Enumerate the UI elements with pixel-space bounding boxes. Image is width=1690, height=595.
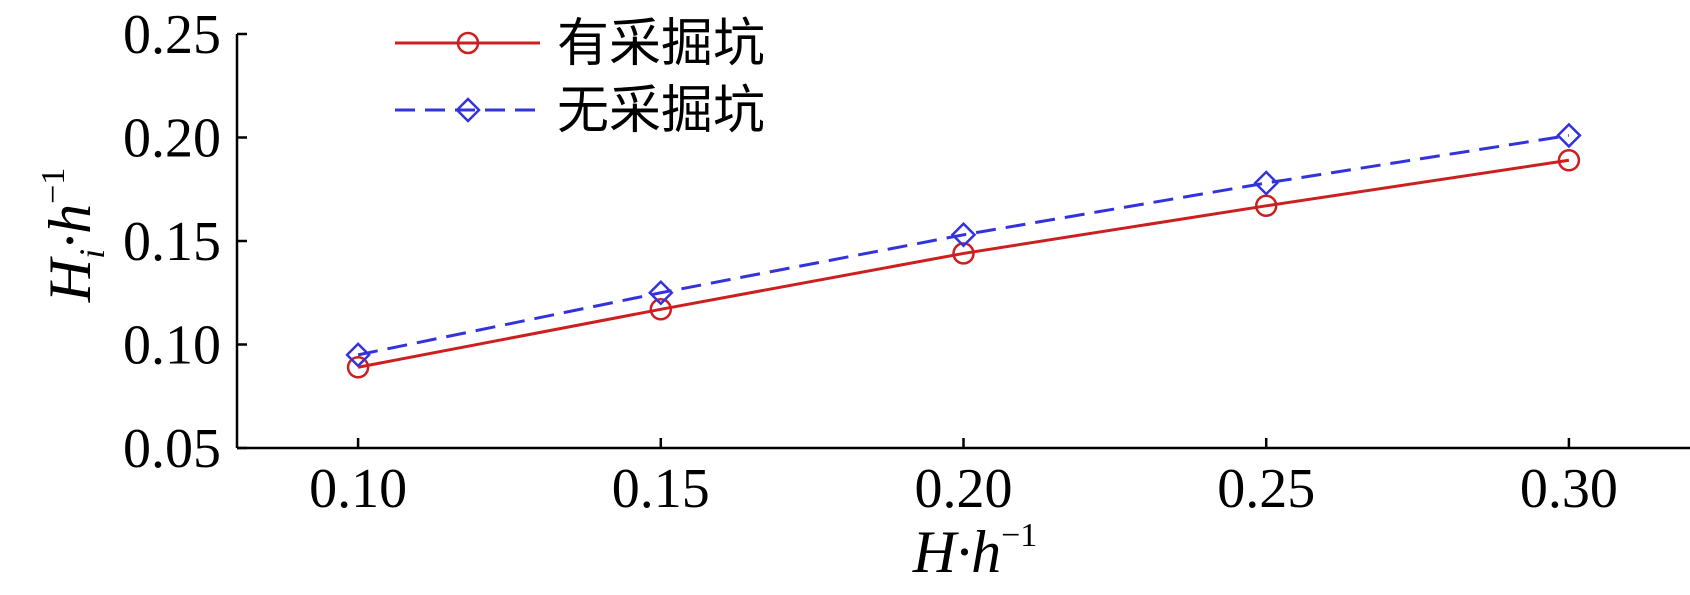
data-point-diamond	[1556, 122, 1582, 149]
data-point-circle	[1254, 194, 1278, 218]
data-point-diamond	[648, 279, 674, 306]
data-point-circle	[1557, 149, 1581, 172]
data-point-diamond	[345, 342, 371, 368]
data-point-circle	[649, 298, 673, 321]
x-axis-label-main: H·h	[912, 519, 1001, 585]
x-tick-label: 0.20	[915, 458, 1013, 520]
x-tick-label: 0.30	[1520, 458, 1618, 520]
y-axis-label: Hi·h−1	[35, 168, 112, 304]
x-axis-label: H·h−1	[912, 517, 1038, 585]
y-axis-label-sub: i	[72, 249, 112, 259]
legend-entry: 无采掘坑	[395, 81, 765, 141]
x-tick-label: 0.10	[309, 458, 407, 520]
y-tick-label: 0.25	[123, 4, 221, 66]
data-point-diamond	[950, 222, 977, 248]
legend-marker-circle	[456, 31, 480, 55]
axes: 0.05 0.10 0.15 0.20 0.25 0.10 0.15 0.20 0.25 0.30	[123, 4, 1690, 520]
legend-label: 无采掘坑	[557, 81, 765, 141]
y-tick-label: 0.15	[123, 211, 221, 273]
series-layer	[345, 122, 1582, 379]
data-point-circle	[952, 242, 975, 265]
y-axis-label-mid: ·h	[37, 204, 103, 249]
series-2	[345, 122, 1582, 368]
legend-label: 有采掘坑	[557, 14, 765, 74]
y-tick-label: 0.10	[123, 315, 221, 377]
data-point-circle	[346, 356, 370, 379]
x-tick-label: 0.15	[612, 458, 710, 520]
legend-marker-diamond	[455, 97, 481, 123]
y-tick-label: 0.20	[123, 108, 221, 170]
legend-entry: 有采掘坑	[395, 14, 765, 74]
series-line	[357, 158, 1570, 369]
x-axis-label-sup: −1	[1001, 517, 1037, 554]
series-line	[357, 133, 1570, 357]
y-tick-label: 0.05	[123, 418, 221, 480]
y-axis-label-main: H	[37, 255, 103, 303]
data-point-diamond	[1253, 170, 1279, 196]
x-tick-label: 0.25	[1217, 458, 1315, 520]
series-1	[346, 149, 1581, 379]
y-axis-label-sup: −1	[35, 168, 72, 204]
